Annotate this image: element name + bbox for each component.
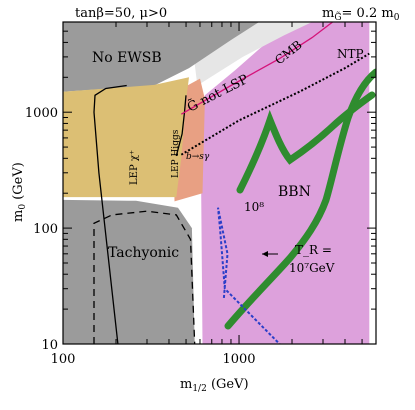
label-lep-higgs: LEP Higgs bbox=[171, 129, 181, 178]
label-1e8: 10⁸ bbox=[244, 200, 264, 214]
line-tachyonic_boundary bbox=[93, 210, 196, 344]
line-cmb bbox=[180, 22, 333, 115]
header-right: mG̃= 0.2 m0 bbox=[322, 6, 400, 23]
label-ntp: NTP bbox=[337, 47, 364, 61]
y-tick-label: 100 bbox=[33, 222, 58, 237]
y-axis-label: m0 (GeV) bbox=[11, 162, 28, 222]
header-left: tanβ=50, μ>0 bbox=[75, 6, 167, 21]
regions-layer bbox=[63, 22, 370, 344]
label-bsgamma: b→sγ bbox=[186, 152, 210, 162]
region-tachyonic bbox=[63, 199, 195, 344]
y-tick-label: 1000 bbox=[25, 106, 58, 121]
line-lep_higgs bbox=[175, 95, 187, 157]
line-ntp bbox=[180, 52, 370, 156]
plot-frame bbox=[62, 21, 377, 345]
label-tr-value: 10⁷GeV bbox=[289, 261, 335, 275]
label-bbn: BBN bbox=[278, 184, 311, 200]
relic-density-band bbox=[224, 68, 376, 330]
line-tr_contour bbox=[217, 207, 281, 344]
label-tachyonic: Tachyonic bbox=[108, 245, 179, 261]
label-no-ewsb: No EWSB bbox=[92, 50, 162, 66]
label-tr: T_R = bbox=[295, 243, 332, 257]
label-lep-chargino: LEP χ⁺ bbox=[129, 150, 140, 185]
x-tick-label: 100 bbox=[51, 352, 76, 367]
region-bbn bbox=[200, 22, 370, 344]
x-tick-label: 1000 bbox=[222, 352, 255, 367]
line-lep_chargino bbox=[93, 84, 127, 344]
x-axis-label: m1/2 (GeV) bbox=[180, 377, 249, 394]
lines-layer bbox=[93, 22, 370, 344]
tr-pointer-arrow bbox=[262, 251, 268, 257]
y-tick-label: 10 bbox=[41, 338, 58, 353]
relic-band-lower bbox=[236, 91, 376, 194]
region-no_ewsb bbox=[63, 22, 260, 92]
